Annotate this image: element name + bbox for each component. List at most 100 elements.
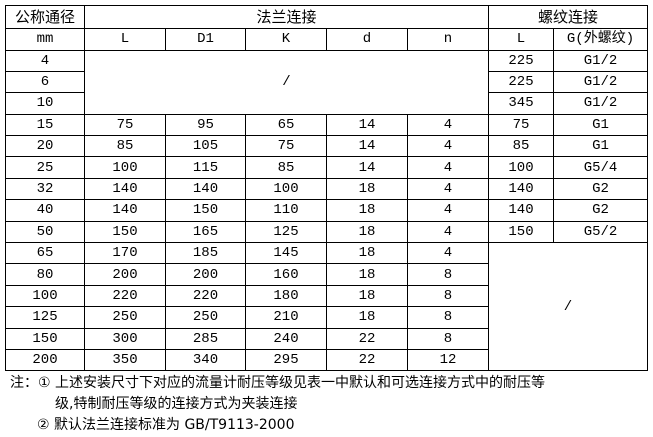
thread-cell: 150 xyxy=(488,220,554,244)
flange-cell: 200 xyxy=(84,263,166,286)
flange-cell: 85 xyxy=(245,156,327,179)
flange-cell: 300 xyxy=(84,327,166,350)
thread-col-header: L xyxy=(488,27,554,51)
note-1-line-2: 级,特制耐压等级的连接方式为夹装连接 xyxy=(55,396,298,412)
nominal-diameter-cell: 6 xyxy=(5,70,85,94)
nominal-diameter-cell: 100 xyxy=(5,284,85,308)
flange-cell: 75 xyxy=(84,113,166,137)
flange-cell: 100 xyxy=(245,177,327,201)
nominal-diameter-cell: 50 xyxy=(5,220,85,244)
nominal-diameter-cell: 80 xyxy=(5,263,85,286)
thread-cell: G1 xyxy=(553,113,648,137)
thread-cell: 100 xyxy=(488,156,554,179)
thread-connection-header: 螺纹连接 xyxy=(488,5,648,29)
flange-cell: 4 xyxy=(407,113,489,137)
table-row: 40 140 150 110 18 4 140 G2 xyxy=(5,199,648,222)
flange-not-applicable: / xyxy=(84,49,489,115)
flange-cell: 18 xyxy=(326,284,408,308)
flange-cell: 4 xyxy=(407,242,489,265)
flange-cell: 4 xyxy=(407,220,489,244)
flange-col-header: D1 xyxy=(165,27,246,51)
table-row: 4/225 G1/2 xyxy=(5,49,648,115)
nominal-diameter-cell: 10 xyxy=(5,92,85,115)
nominal-diameter-cell: 65 xyxy=(5,242,85,265)
thread-not-applicable: / xyxy=(488,242,648,372)
table-row: 20 85 105 75 14 4 85 G1 xyxy=(5,135,648,158)
flange-cell: 200 xyxy=(165,263,246,286)
flange-cell: 160 xyxy=(245,263,327,286)
flange-cell: 14 xyxy=(326,156,408,179)
flange-cell: 170 xyxy=(84,242,166,265)
nominal-diameter-header: 公称通径 xyxy=(5,5,85,29)
flange-cell: 8 xyxy=(407,284,489,308)
nominal-diameter-cell: 4 xyxy=(5,49,85,72)
thread-cell: G1/2 xyxy=(553,92,648,115)
nominal-diameter-cell: 40 xyxy=(5,199,85,222)
notes-prefix: 注： xyxy=(10,375,38,391)
flange-cell: 145 xyxy=(245,242,327,265)
table-row: 25 100 115 85 14 4 100 G5/4 xyxy=(5,156,648,179)
unit-header: mm xyxy=(5,27,85,51)
flange-cell: 185 xyxy=(165,242,246,265)
flange-connection-header: 法兰连接 xyxy=(84,5,489,29)
flange-cell: 4 xyxy=(407,135,489,158)
flange-cell: 140 xyxy=(84,177,166,201)
thread-cell: G2 xyxy=(553,199,648,222)
flange-cell: 150 xyxy=(84,220,166,244)
flange-cell: 220 xyxy=(165,284,246,308)
flange-cell: 22 xyxy=(326,327,408,350)
flange-col-header: n xyxy=(407,27,489,51)
notes: 注：① 上述安装尺寸下对应的流量计耐压等级见表一中默认和可选连接方式中的耐压等 … xyxy=(10,373,545,436)
flange-cell: 18 xyxy=(326,199,408,222)
flange-cell: 140 xyxy=(84,199,166,222)
table-row: 50 150 165 125 18 4 150 G5/2 xyxy=(5,220,648,244)
flange-cell: 105 xyxy=(165,135,246,158)
table-row: 32 140 140 100 18 4 140 G2 xyxy=(5,177,648,201)
nominal-diameter-cell: 25 xyxy=(5,156,85,179)
flange-cell: 100 xyxy=(84,156,166,179)
flange-cell: 85 xyxy=(84,135,166,158)
table-row: 15 75 95 65 14 4 75 G1 xyxy=(5,113,648,137)
flange-cell: 4 xyxy=(407,156,489,179)
thread-cell: 225 xyxy=(488,49,554,72)
flange-cell: 65 xyxy=(245,113,327,137)
flange-cell: 165 xyxy=(165,220,246,244)
flange-cell: 14 xyxy=(326,113,408,137)
table-row: 150 300 285 240 22 8 xyxy=(5,327,648,350)
flange-cell: 220 xyxy=(84,284,166,308)
flange-cell: 125 xyxy=(245,220,327,244)
nominal-diameter-cell: 15 xyxy=(5,113,85,137)
table-row: 65 170 185 145 18 4/ xyxy=(5,242,648,372)
flange-cell: 18 xyxy=(326,242,408,265)
thread-cell: 140 xyxy=(488,177,554,201)
nominal-diameter-cell: 200 xyxy=(5,348,85,372)
table-row: 6 225 G1/2 xyxy=(5,70,648,94)
thread-cell: G1/2 xyxy=(553,49,648,72)
thread-cell: G2 xyxy=(553,177,648,201)
nominal-diameter-cell: 32 xyxy=(5,177,85,201)
flange-cell: 12 xyxy=(407,348,489,372)
table-row: 200 350 340 295 22 12 xyxy=(5,348,648,372)
nominal-diameter-cell: 20 xyxy=(5,135,85,158)
thread-cell: G1 xyxy=(553,135,648,158)
flange-cell: 18 xyxy=(326,263,408,286)
flange-cell: 150 xyxy=(165,199,246,222)
thread-cell: 85 xyxy=(488,135,554,158)
thread-cell: G5/4 xyxy=(553,156,648,179)
thread-cell: G5/2 xyxy=(553,220,648,244)
flange-cell: 340 xyxy=(165,348,246,372)
thread-cell: G1/2 xyxy=(553,70,648,94)
flange-cell: 110 xyxy=(245,199,327,222)
thread-cell: 345 xyxy=(488,92,554,115)
flange-cell: 4 xyxy=(407,177,489,201)
flange-cell: 18 xyxy=(326,177,408,201)
flange-cell: 350 xyxy=(84,348,166,372)
thread-cell: 75 xyxy=(488,113,554,137)
note-1-line-1: ① 上述安装尺寸下对应的流量计耐压等级见表一中默认和可选连接方式中的耐压等 xyxy=(38,375,545,391)
flange-col-header: d xyxy=(326,27,408,51)
flange-cell: 240 xyxy=(245,327,327,350)
flange-cell: 18 xyxy=(326,306,408,329)
flange-cell: 75 xyxy=(245,135,327,158)
flange-cell: 4 xyxy=(407,199,489,222)
